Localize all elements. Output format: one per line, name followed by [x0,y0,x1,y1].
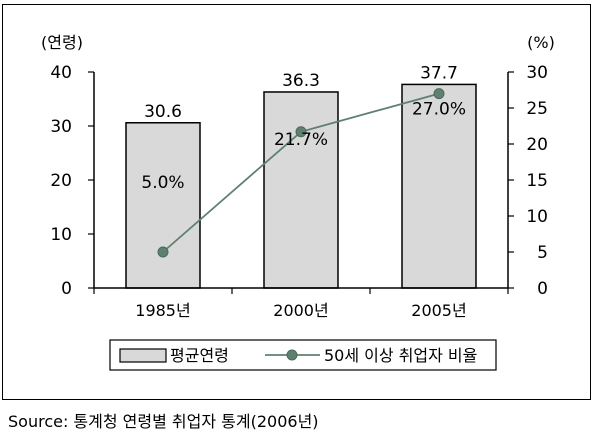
bar-value-label: 36.3 [282,71,320,91]
line-point [433,88,445,100]
bar [125,122,201,289]
legend-bar-swatch [119,348,167,363]
y-left-tick-label: 30 [50,117,72,137]
y-right-tick-label: 10 [526,207,548,227]
x-tick-label: 2000년 [273,301,328,320]
legend-line-marker [286,349,298,361]
legend-bar-label: 평균연령 [170,346,229,365]
y-right-tick-label: 5 [537,243,548,263]
y-right-tick-label: 30 [526,63,548,83]
bar [263,91,339,289]
plot-area: 0 10 20 30 40 0 5 10 15 20 25 30 1985년 2000년 2005년 30.6… [50,63,548,320]
y-right-tick-label: 20 [526,135,548,155]
line-point [157,246,169,258]
bar-value-label: 37.7 [420,63,458,83]
y-left-tick-label: 20 [50,171,72,191]
y-left-tick-label: 0 [61,279,72,299]
legend: 평균연령 50세 이상 취업자 비율 [109,339,497,371]
legend-line-label: 50세 이상 취업자 비율 [324,346,477,365]
source-text: Source: 통계청 연령별 취업자 통계(2006년) [8,412,319,431]
line-value-label: 27.0% [412,100,466,120]
y-axis-right-label: (%) [527,33,555,52]
x-tick-label: 2005년 [411,301,466,320]
y-left-tick-label: 10 [50,225,72,245]
line-value-label: 21.7% [274,130,328,150]
y-right-tick-label: 25 [526,99,548,119]
y-axis-left-label: (연령) [41,33,83,52]
y-right-tick-label: 0 [537,279,548,299]
bar-value-label: 30.6 [144,102,182,122]
line-value-label: 5.0% [141,173,184,193]
y-left-tick-label: 40 [50,63,72,83]
x-tick-label: 1985년 [135,301,190,320]
chart-frame [2,4,591,400]
y-right-tick-label: 15 [526,171,548,191]
line-point [295,126,307,138]
